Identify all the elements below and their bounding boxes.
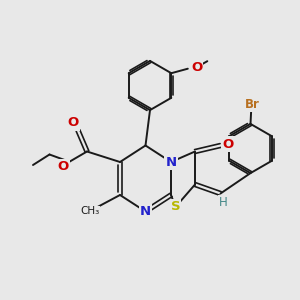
Text: N: N — [165, 155, 177, 169]
Text: O: O — [57, 160, 69, 173]
Text: H: H — [219, 196, 228, 209]
Text: N: N — [140, 205, 151, 218]
Text: CH₃: CH₃ — [80, 206, 100, 217]
Text: S: S — [171, 200, 180, 214]
Text: O: O — [68, 116, 79, 130]
Text: O: O — [222, 137, 234, 151]
Text: O: O — [191, 61, 202, 74]
Text: Br: Br — [244, 98, 260, 111]
